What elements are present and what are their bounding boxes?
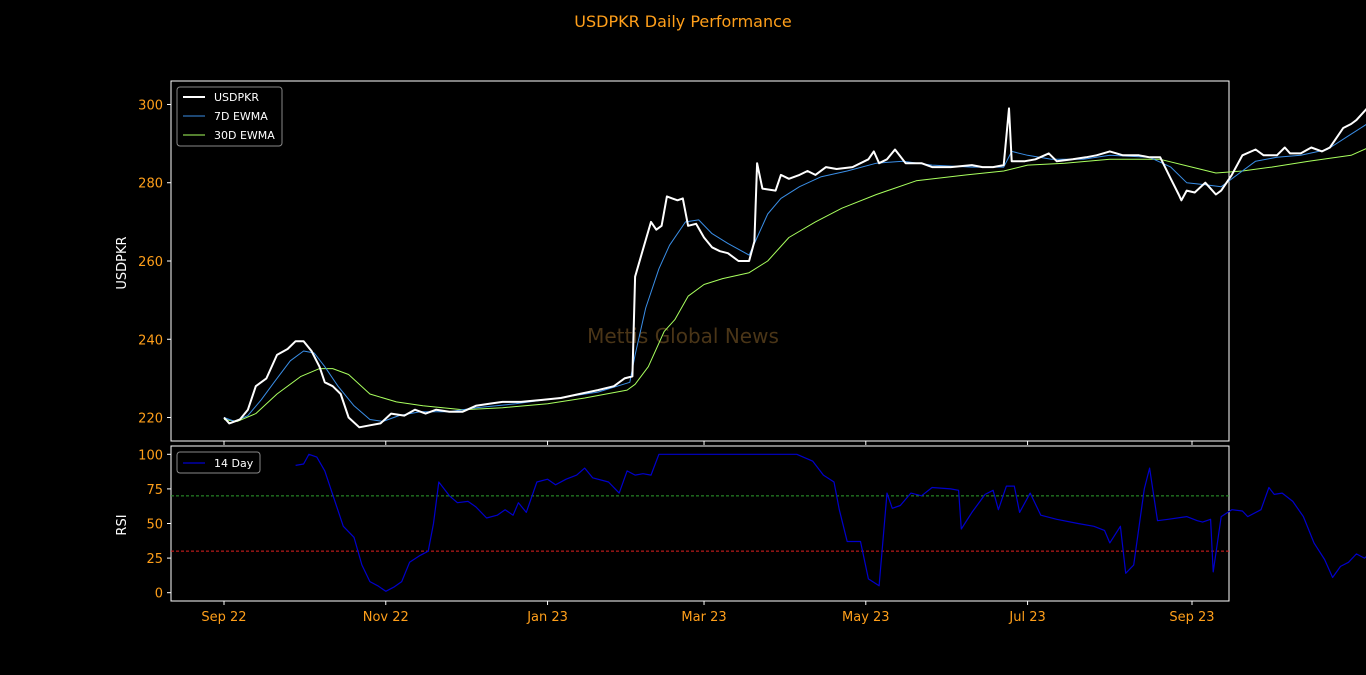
rsi-y-tick-label: 100: [138, 448, 163, 463]
x-tick-label: Nov 22: [363, 610, 409, 625]
price-legend: [176, 86, 283, 147]
rsi-legend: [176, 451, 261, 474]
rsi-plot-frame: [170, 445, 1230, 602]
series-line-usdpkr: [223, 107, 1366, 429]
series-line-30d-ewma: [223, 148, 1366, 422]
legend-label: 30D EWMA: [214, 129, 275, 142]
price-y-tick-label: 300: [138, 98, 163, 113]
series-line-rsi-14-day: [295, 453, 1366, 592]
series-line-7d-ewma: [223, 124, 1366, 422]
rsi-y-tick-label: 75: [146, 483, 163, 498]
rsi-y-axis-label: RSI: [115, 514, 130, 535]
legend-label: 7D EWMA: [214, 110, 268, 123]
chart-title: USDPKR Daily Performance: [574, 12, 792, 31]
price-y-tick-label: 240: [138, 333, 163, 348]
watermark: Mettis Global News: [587, 324, 779, 348]
rsi-y-tick-label: 50: [146, 518, 163, 533]
x-tick-label: Jul 23: [1008, 610, 1045, 625]
x-tick-label: May 23: [842, 610, 890, 625]
price-y-tick-label: 220: [138, 412, 163, 427]
rsi-legend-label: 14 Day: [214, 457, 254, 470]
price-y-axis-label: USDPKR: [115, 236, 130, 289]
x-tick-label: Sep 23: [1169, 610, 1214, 625]
x-tick-label: Mar 23: [681, 610, 726, 625]
rsi-y-tick-label: 0: [155, 587, 163, 602]
price-plot-frame: [170, 80, 1230, 442]
rsi-y-tick-label: 25: [146, 552, 163, 567]
price-y-tick-label: 260: [138, 255, 163, 270]
x-tick-label: Sep 22: [201, 610, 246, 625]
price-y-tick-label: 280: [138, 177, 163, 192]
legend-label: USDPKR: [214, 91, 259, 104]
x-tick-label: Jan 23: [526, 610, 568, 625]
